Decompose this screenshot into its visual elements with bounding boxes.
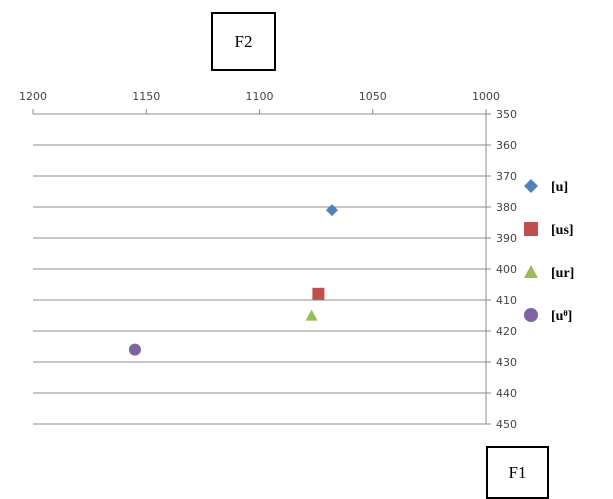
legend-label: [ur] — [551, 266, 574, 281]
x-tick-label: 1200 — [19, 90, 47, 103]
y-tick-label: 350 — [496, 108, 517, 121]
x-tick-label: 1050 — [359, 90, 387, 103]
y-tick-labels: 350 360 370 380 390 400 410 420 430 440 450 — [496, 108, 517, 431]
x-tick-labels: 1200 1150 1100 1050 1000 — [19, 90, 500, 103]
y-axis-title: F1 — [508, 462, 527, 482]
axes — [32, 109, 491, 425]
y-tick-label: 430 — [496, 356, 517, 369]
legend-marker-triangle — [524, 265, 538, 278]
x-axis-title-box: F2 — [211, 12, 276, 71]
y-tick-label: 380 — [496, 201, 517, 214]
legend-label: [us] — [551, 223, 574, 238]
y-axis-title-box: F1 — [486, 446, 549, 499]
data-point-diamond — [325, 204, 338, 217]
x-tick-label: 1150 — [132, 90, 160, 103]
legend-label: [uᶿ] — [551, 309, 572, 324]
y-tick-label: 440 — [496, 387, 517, 400]
y-tick-label: 390 — [496, 232, 517, 245]
x-tick-label: 1000 — [472, 90, 500, 103]
y-tick-label: 360 — [496, 139, 517, 152]
data-points — [128, 204, 338, 356]
data-point-square — [312, 287, 325, 300]
y-tick-label: 420 — [496, 325, 517, 338]
legend-marker-circle — [524, 308, 538, 322]
legend-marker-diamond — [524, 179, 538, 193]
legend-marker-square — [524, 222, 538, 236]
y-tick-label: 370 — [496, 170, 517, 183]
y-tick-label: 400 — [496, 263, 517, 276]
y-tick-label: 450 — [496, 418, 517, 431]
y-tick-label: 410 — [496, 294, 517, 307]
x-tick-label: 1100 — [246, 90, 274, 103]
data-point-triangle — [305, 309, 318, 321]
legend: [u] [us] [ur] [uᶿ] — [524, 179, 574, 324]
data-point-circle — [128, 343, 141, 356]
legend-label: [u] — [551, 180, 568, 195]
x-axis-title: F2 — [234, 31, 253, 51]
gridlines — [33, 113, 486, 425]
